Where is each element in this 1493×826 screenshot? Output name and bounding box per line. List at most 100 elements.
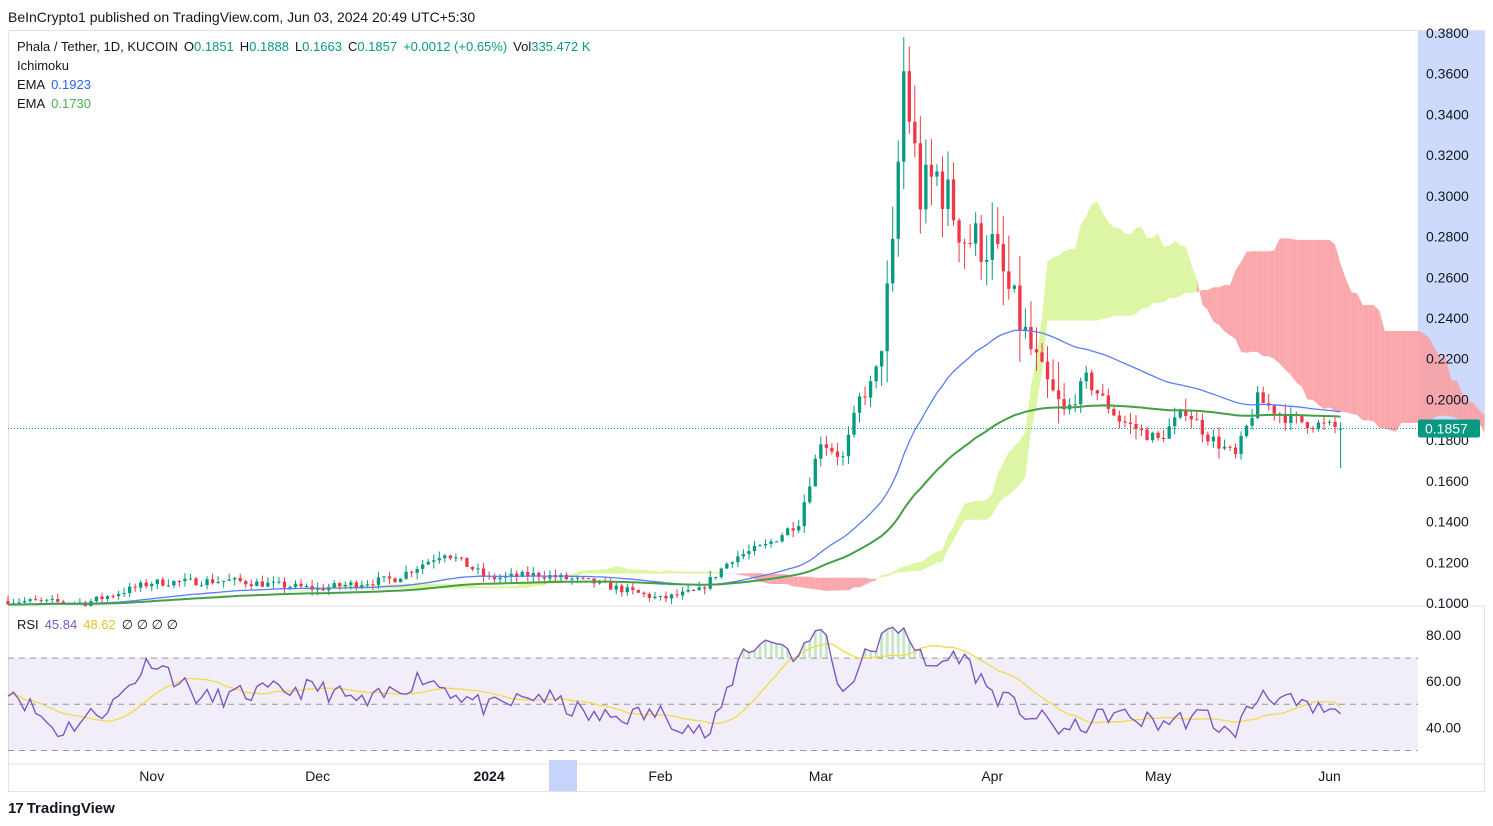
candle-body: [100, 596, 104, 600]
candle-body: [1289, 414, 1293, 423]
candle-body: [1084, 372, 1088, 382]
ichimoku-cloud-segment: [649, 570, 655, 574]
rsi-ma-line: [7, 642, 1342, 725]
candle-body: [210, 579, 215, 584]
candle-body: [393, 578, 397, 583]
candle-body: [1012, 285, 1017, 289]
ichimoku-cloud-segment: [964, 502, 971, 521]
price-axis-tick: 0.2600: [1426, 269, 1469, 285]
candle-body: [45, 599, 49, 601]
low-value: 0.1663: [302, 39, 342, 54]
rsi-axis-tick: 80.00: [1426, 627, 1461, 643]
candle-body: [703, 587, 707, 589]
ichimoku-cloud-segment: [710, 571, 716, 574]
ema-fast-value: 0.1923: [51, 77, 91, 92]
price-axis-tick: 0.3200: [1426, 147, 1469, 163]
ichimoku-cloud-segment: [500, 586, 506, 589]
candle-body: [609, 581, 613, 590]
ichimoku-cloud-segment: [1268, 250, 1275, 359]
rsi-line: [7, 626, 1342, 740]
candle-body: [520, 571, 524, 577]
close-value: 0.1857: [357, 39, 398, 54]
candle-body: [940, 171, 945, 209]
candle-body: [614, 585, 618, 590]
volume-label: Vol: [513, 39, 532, 54]
candle-body: [354, 582, 359, 588]
candle-body: [1200, 420, 1205, 435]
candle-body: [962, 242, 967, 244]
candle-body: [382, 576, 386, 578]
ichimoku-cloud-segment: [820, 577, 827, 591]
candle-body: [1045, 361, 1050, 380]
candle-body: [636, 590, 641, 593]
ichimoku-cloud-segment: [1069, 248, 1076, 321]
candle-body: [515, 573, 519, 577]
ichimoku-cloud-segment: [815, 577, 821, 590]
ichimoku-cloud-segment: [1119, 227, 1125, 316]
ichimoku-cloud-segment: [483, 586, 490, 589]
ichimoku-cloud-segment: [1130, 227, 1136, 316]
candle-body: [973, 223, 978, 244]
candle-body: [1189, 416, 1193, 420]
ema-fast-label: EMA: [17, 77, 46, 92]
symbol-name[interactable]: Phala / Tether, 1D, KUCOIN: [17, 39, 178, 54]
ichimoku-cloud-segment: [854, 577, 860, 588]
candle-body: [39, 600, 43, 602]
ichimoku-cloud-segment: [489, 586, 495, 589]
candle-body: [868, 381, 873, 398]
ichimoku-cloud-segment: [859, 577, 866, 588]
rsi-axis-tick: 40.00: [1426, 719, 1461, 735]
candle-body: [1101, 393, 1105, 396]
candle-body: [266, 582, 270, 587]
candle-body: [332, 583, 336, 588]
candle-body: [365, 584, 370, 586]
candle-body: [1161, 437, 1166, 439]
time-axis-label: Jun: [1318, 768, 1341, 784]
candle-body: [183, 578, 187, 582]
candle-body: [935, 171, 939, 177]
price-axis-tick: 0.1600: [1426, 473, 1469, 489]
candle-body: [1211, 436, 1216, 442]
ema-fast-legend[interactable]: EMA 0.1923: [17, 77, 97, 92]
ichimoku-cloud-segment: [1246, 251, 1253, 353]
candle-body: [758, 545, 762, 547]
ema-slow-label: EMA: [17, 96, 46, 111]
ema-slow-legend[interactable]: EMA 0.1730: [17, 96, 97, 111]
last-price-label: 0.1857: [1425, 421, 1468, 437]
candle-body: [1244, 425, 1249, 436]
ichimoku-cloud-segment: [583, 570, 589, 574]
tradingview-footer[interactable]: 17 TradingView: [8, 800, 115, 817]
candle-body: [1090, 372, 1094, 391]
candle-body: [929, 164, 934, 177]
ichimoku-cloud-segment: [925, 554, 932, 569]
rsi-legend[interactable]: RSI 45.84 48.62 ∅ ∅ ∅ ∅: [17, 617, 184, 633]
ichimoku-cloud-segment: [1418, 331, 1424, 423]
ichimoku-cloud-segment: [876, 574, 882, 581]
ichimoku-cloud-segment: [881, 574, 888, 578]
candle-body: [747, 551, 751, 555]
ichimoku-cloud-segment: [466, 585, 473, 589]
ichimoku-cloud-segment: [616, 566, 622, 574]
candle-body: [1112, 408, 1116, 416]
ichimoku-cloud-segment: [931, 551, 937, 566]
candle-body: [830, 447, 834, 452]
ichimoku-cloud-segment: [737, 573, 744, 576]
ichimoku-cloud-segment: [1451, 380, 1457, 419]
candle-body: [127, 586, 132, 594]
candle-body: [1056, 390, 1061, 400]
last-price-tag[interactable]: [1418, 419, 1480, 438]
price-axis-tick: 0.3800: [1426, 25, 1469, 41]
ichimoku-cloud-segment: [948, 526, 954, 550]
tradingview-logo-icon: 17: [8, 800, 24, 817]
ichimoku-cloud-segment: [1136, 226, 1142, 314]
candle-body: [1239, 435, 1243, 454]
candle-body: [537, 572, 541, 577]
candle-body: [1233, 447, 1238, 454]
candle-body: [846, 434, 851, 457]
candle-body: [907, 71, 911, 122]
ichimoku-legend[interactable]: Ichimoku: [17, 58, 70, 73]
candle-body: [376, 577, 381, 585]
candle-body: [448, 555, 453, 559]
candle-body: [586, 578, 591, 580]
